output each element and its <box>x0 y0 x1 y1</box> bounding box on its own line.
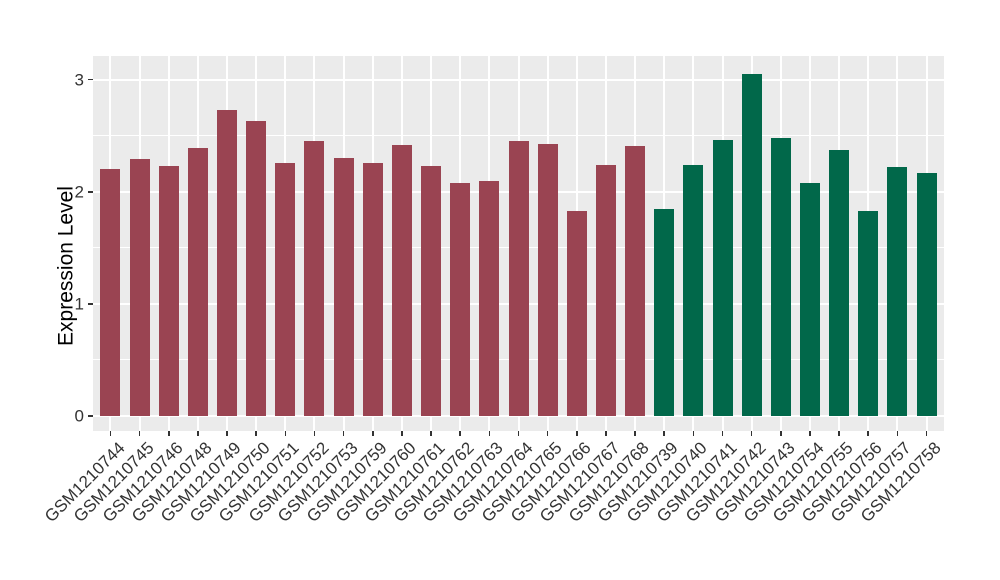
bar-GSM1210751 <box>275 162 296 416</box>
bar-GSM1210749 <box>217 109 238 416</box>
x-tick-mark <box>867 431 869 436</box>
bar-GSM1210743 <box>770 137 791 416</box>
y-tick-label: 3 <box>74 70 84 90</box>
bar-GSM1210760 <box>391 144 412 416</box>
y-tick-label: 1 <box>74 294 84 314</box>
x-tick-mark <box>692 431 695 436</box>
x-tick-mark <box>809 431 811 436</box>
x-tick-mark <box>546 431 549 436</box>
y-tick-mark <box>88 78 93 81</box>
x-tick-mark <box>838 431 840 436</box>
bar-GSM1210755 <box>829 150 850 416</box>
bar-GSM1210759 <box>362 162 383 416</box>
x-tick-mark <box>430 431 432 436</box>
x-tick-mark <box>663 431 665 436</box>
bar-GSM1210740 <box>683 164 704 416</box>
x-tick-mark <box>925 431 928 436</box>
x-tick-mark <box>372 431 374 436</box>
plot-panel <box>93 56 944 431</box>
x-tick-mark <box>488 431 491 436</box>
bar-GSM1210764 <box>508 141 529 416</box>
bar-GSM1210754 <box>799 182 820 416</box>
x-tick-mark <box>255 431 257 436</box>
y-axis-title: Expression Level <box>54 186 78 346</box>
y-tick-label: 2 <box>74 182 84 202</box>
x-tick-mark <box>576 431 578 436</box>
bar-GSM1210745 <box>129 159 150 416</box>
x-tick-mark <box>401 431 403 436</box>
bar-GSM1210768 <box>625 145 646 416</box>
bar-GSM1210752 <box>304 141 325 416</box>
bar-GSM1210741 <box>712 140 733 416</box>
y-tick-mark <box>88 303 93 305</box>
x-tick-mark <box>342 431 345 436</box>
bar-GSM1210767 <box>595 164 616 416</box>
bar-GSM1210762 <box>450 182 471 416</box>
x-tick-mark <box>284 431 287 436</box>
bar-GSM1210761 <box>421 166 442 416</box>
x-tick-mark <box>459 431 461 436</box>
bar-GSM1210746 <box>158 166 179 416</box>
y-tick-label: 0 <box>74 406 84 426</box>
x-tick-mark <box>721 431 724 436</box>
x-tick-mark <box>313 431 316 436</box>
bar-GSM1210742 <box>741 74 762 416</box>
y-tick-mark <box>88 191 93 193</box>
bar-GSM1210757 <box>887 167 908 416</box>
x-tick-mark <box>197 431 199 436</box>
x-tick-mark <box>138 431 141 436</box>
bar-GSM1210763 <box>479 180 500 416</box>
bar-GSM1210766 <box>566 210 587 416</box>
bar-GSM1210748 <box>187 148 208 416</box>
x-tick-mark <box>750 431 753 436</box>
x-tick-mark <box>517 431 520 436</box>
bar-GSM1210739 <box>654 208 675 416</box>
x-tick-mark <box>168 431 170 436</box>
x-tick-mark <box>109 431 112 436</box>
x-tick-mark <box>896 431 899 436</box>
bar-GSM1210758 <box>916 172 937 416</box>
y-tick-mark <box>88 415 93 417</box>
x-tick-mark <box>226 431 228 436</box>
bar-GSM1210744 <box>100 169 121 416</box>
bar-GSM1210765 <box>537 143 558 416</box>
bar-GSM1210753 <box>333 158 354 416</box>
x-tick-mark <box>605 431 607 436</box>
x-tick-mark <box>634 431 636 436</box>
x-tick-mark <box>780 431 782 436</box>
bar-GSM1210756 <box>858 210 879 416</box>
bar-GSM1210750 <box>246 121 267 416</box>
